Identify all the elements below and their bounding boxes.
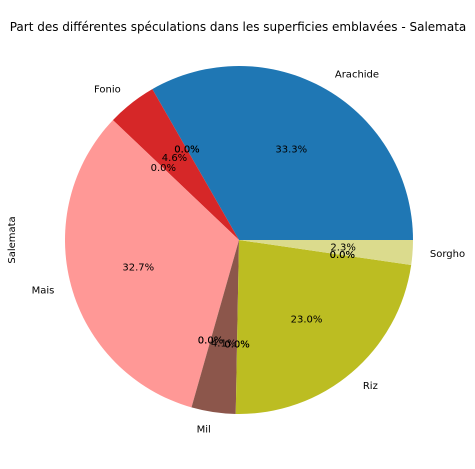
slice-pct-label-10: 0.0%: [224, 339, 249, 350]
slice-pct-label-3: 4.6%: [162, 153, 187, 164]
pie-slice-14: [239, 240, 413, 266]
pie-slice-0: [152, 65, 413, 240]
pie-slice-8: [191, 240, 239, 414]
slice-pct-label-2: 0.0%: [174, 144, 199, 155]
slice-pct-label-13: 0.0%: [330, 250, 355, 261]
slice-pct-label-12: 0.0%: [330, 250, 355, 261]
slice-pct-label-7: 0.0%: [198, 335, 223, 346]
slice-pct-label-11: 23.0%: [291, 315, 323, 326]
chart-title: Part des différentes spéculations dans l…: [10, 20, 467, 34]
slice-pct-label-9: 0.0%: [224, 339, 249, 350]
slice-pct-label-4: 0.0%: [151, 163, 176, 174]
pie-slice-3: [112, 89, 239, 240]
slice-category-label-0: Arachide: [335, 69, 379, 80]
pie-slices: [64, 65, 413, 414]
slice-pct-label-0: 33.3%: [275, 145, 307, 156]
pie-slice-5: [64, 120, 239, 408]
slice-pct-label-14: 2.3%: [330, 243, 355, 254]
chart-ylabel: Salemata: [7, 216, 18, 263]
slice-category-label-14: Sorgho: [430, 249, 465, 260]
slice-category-label-5: Mais: [32, 286, 55, 297]
pie-labels: 33.3%Arachide0.0%0.0%4.6%Fonio0.0%32.7%M…: [32, 69, 465, 435]
slice-category-label-8: Mil: [197, 424, 211, 435]
slice-pct-label-1: 0.0%: [174, 144, 199, 155]
slice-pct-label-5: 32.7%: [122, 263, 154, 274]
slice-category-label-11: Riz: [363, 381, 378, 392]
slice-pct-label-6: 0.0%: [198, 335, 223, 346]
pie-slice-11: [235, 240, 412, 414]
slice-category-label-3: Fonio: [94, 85, 121, 96]
slice-pct-label-8: 4.1%: [211, 338, 236, 349]
